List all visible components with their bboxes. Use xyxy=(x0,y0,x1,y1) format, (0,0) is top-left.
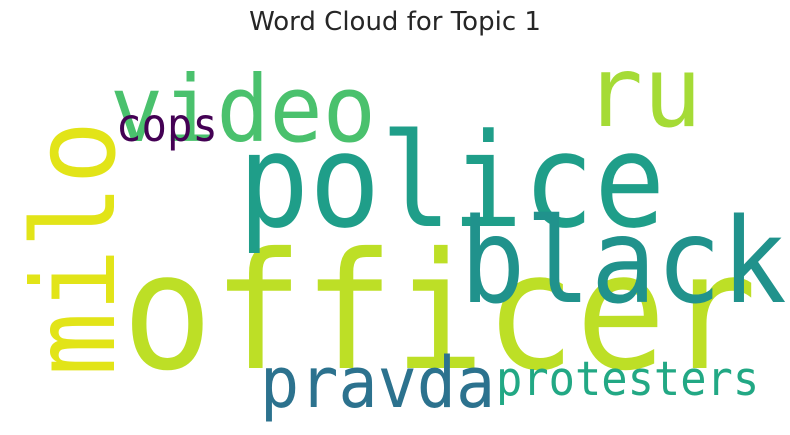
word-ru: ru xyxy=(584,36,703,150)
word-protesters: protesters xyxy=(496,352,760,407)
word-cloud: officer police black video ru milo pravd… xyxy=(8,36,787,429)
word-milo: milo xyxy=(8,120,141,376)
word-police: police xyxy=(238,105,666,257)
word-officer: officer xyxy=(122,219,757,407)
word-cops: cops xyxy=(116,98,218,152)
word-pravda: pravda xyxy=(260,342,496,424)
word-black: black xyxy=(460,192,787,330)
word-video: video xyxy=(110,56,376,163)
figure-title: Word Cloud for Topic 1 xyxy=(249,7,541,37)
